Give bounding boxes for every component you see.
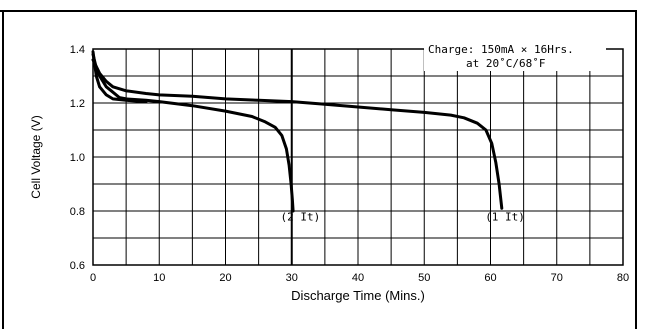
x-tick-label: 30 (286, 272, 298, 284)
y-tick-label: 0.8 (70, 206, 85, 218)
series-label-2it: (2 It) (280, 210, 320, 223)
series-line (93, 60, 502, 209)
x-tick-label: 50 (418, 272, 430, 284)
annotation-line-2: at 20˚C/68˚F (466, 57, 545, 70)
axes: 0 10 20 30 40 50 60 70 80 0.6 0.8 1.0 1.2 1.4 (70, 44, 629, 284)
y-tick-label: 0.6 (70, 260, 85, 272)
grid (93, 49, 623, 265)
series-label-1it: (1 It) (485, 210, 525, 223)
x-tick-label: 70 (551, 272, 563, 284)
x-tick-label: 40 (352, 272, 364, 284)
series-line (93, 54, 293, 211)
y-tick-label: 1.0 (70, 152, 85, 164)
annotation-line-1: Charge: 150mA × 16Hrs. (428, 43, 574, 56)
x-tick-label: 20 (219, 272, 231, 284)
y-axis-label: Cell Voltage (V) (29, 115, 43, 198)
y-tick-label: 1.4 (70, 44, 85, 56)
x-tick-label: 80 (617, 272, 629, 284)
x-tick-label: 60 (484, 272, 496, 284)
y-tick-label: 1.2 (70, 98, 85, 110)
x-axis-label: Discharge Time (Mins.) (291, 288, 425, 303)
x-tick-label: 0 (90, 272, 96, 284)
x-tick-label: 10 (153, 272, 165, 284)
